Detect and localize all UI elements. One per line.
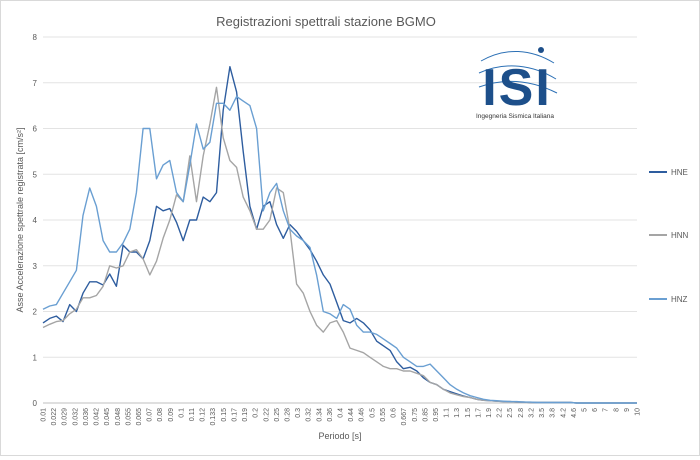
x-tick-label: 0.75 <box>412 408 419 422</box>
x-tick-label: 8 <box>613 408 620 412</box>
x-tick-label: 9 <box>624 408 631 412</box>
x-tick-label: 0.36 <box>327 408 334 422</box>
x-tick-label: 0.55 <box>380 408 387 422</box>
x-tick-label: 0.3 <box>295 408 302 418</box>
x-tick-label: 0.11 <box>189 408 196 421</box>
x-tick-label: 5 <box>581 408 588 412</box>
x-tick-label: 0.25 <box>274 408 281 422</box>
x-tick-label: 1.1 <box>444 408 451 418</box>
y-tick-label: 2 <box>33 308 38 317</box>
x-axis-ticks: 0.01 0.022 0.029 0.032 0.036 0.042 0.045 0.048 0… <box>41 408 642 426</box>
y-tick-label: 4 <box>33 216 38 225</box>
y-tick-label: 1 <box>33 353 38 362</box>
x-tick-label: 3.2 <box>528 408 535 418</box>
x-tick-label: 0.28 <box>284 408 291 422</box>
x-tick-label: 1.7 <box>475 408 482 418</box>
x-axis-label: Periodo [s] <box>318 431 361 441</box>
y-tick-label: 7 <box>33 79 38 88</box>
isi-logo: ISI Ingegneria Sismica Italiana <box>476 47 558 120</box>
x-tick-label: 3.8 <box>550 408 557 418</box>
x-tick-label: 0.042 <box>94 408 101 426</box>
x-tick-label: 2.8 <box>518 408 525 418</box>
y-tick-label: 6 <box>33 125 38 134</box>
legend-label-hnn: HNN <box>671 231 689 240</box>
x-tick-label: 0.17 <box>231 408 238 422</box>
x-tick-label: 0.01 <box>41 408 48 422</box>
x-tick-label: 0.95 <box>433 408 440 422</box>
x-tick-label: 2.5 <box>507 408 514 418</box>
x-tick-label: 0.34 <box>316 408 323 422</box>
x-tick-label: 0.44 <box>348 408 355 422</box>
y-axis-ticks: 0 1 2 3 4 5 6 7 8 <box>33 33 38 408</box>
series-line-hnn <box>42 86 637 404</box>
y-tick-label: 5 <box>33 170 38 179</box>
legend: HNE HNN HNZ <box>649 168 689 304</box>
x-tick-label: 0.22 <box>263 408 270 422</box>
x-tick-label: 0.5 <box>369 408 376 418</box>
x-tick-label: 0.667 <box>401 408 408 426</box>
x-tick-label: 0.09 <box>168 408 175 422</box>
logo-swirl-icon <box>478 47 558 94</box>
x-tick-label: 4.2 <box>560 408 567 418</box>
x-tick-label: 0.022 <box>51 408 58 426</box>
x-tick-label: 6 <box>592 408 599 412</box>
x-tick-label: 0.19 <box>242 408 249 422</box>
x-tick-label: 0.045 <box>104 408 111 426</box>
legend-label-hnz: HNZ <box>671 295 688 304</box>
x-tick-label: 0.08 <box>157 408 164 422</box>
x-tick-label: 0.6 <box>391 408 398 418</box>
x-tick-label: 0.85 <box>422 408 429 422</box>
x-tick-label: 3.5 <box>539 408 546 418</box>
x-tick-label: 0.036 <box>83 408 90 426</box>
y-tick-label: 3 <box>33 262 38 271</box>
y-axis-label: Asse Accelerazione spettrale registrata … <box>15 127 25 312</box>
x-tick-label: 1.5 <box>465 408 472 418</box>
x-tick-label: 2.2 <box>497 408 504 418</box>
x-tick-label: 0.133 <box>210 408 217 426</box>
x-tick-label: 4.6 <box>571 408 578 418</box>
x-tick-label: 0.032 <box>72 408 79 426</box>
legend-label-hne: HNE <box>671 168 688 177</box>
y-tick-label: 0 <box>33 399 38 408</box>
x-tick-label: 0.048 <box>115 408 122 426</box>
x-tick-label: 0.4 <box>338 408 345 418</box>
x-tick-label: 0.46 <box>359 408 366 422</box>
x-tick-label: 0.32 <box>306 408 313 422</box>
logo-subtitle: Ingegneria Sismica Italiana <box>476 113 554 120</box>
x-tick-label: 1.3 <box>454 408 461 418</box>
x-tick-label: 0.15 <box>221 408 228 422</box>
chart-title: Registrazioni spettrali stazione BGMO <box>216 14 436 29</box>
logo-wordmark: ISI <box>482 59 552 117</box>
x-tick-label: 7 <box>603 408 610 412</box>
series-lines <box>42 65 637 404</box>
x-tick-label: 0.029 <box>62 408 69 426</box>
x-tick-label: 1.9 <box>486 408 493 418</box>
y-tick-label: 8 <box>33 33 38 42</box>
x-tick-label: 0.2 <box>253 408 260 418</box>
x-tick-label: 10 <box>635 408 642 416</box>
series-line-hnz <box>42 95 637 404</box>
x-tick-label: 0.1 <box>178 408 185 418</box>
x-tick-label: 0.12 <box>200 408 207 422</box>
x-tick-label: 0.07 <box>147 408 154 422</box>
x-tick-label: 0.065 <box>136 408 143 426</box>
x-tick-label: 0.055 <box>125 408 132 426</box>
